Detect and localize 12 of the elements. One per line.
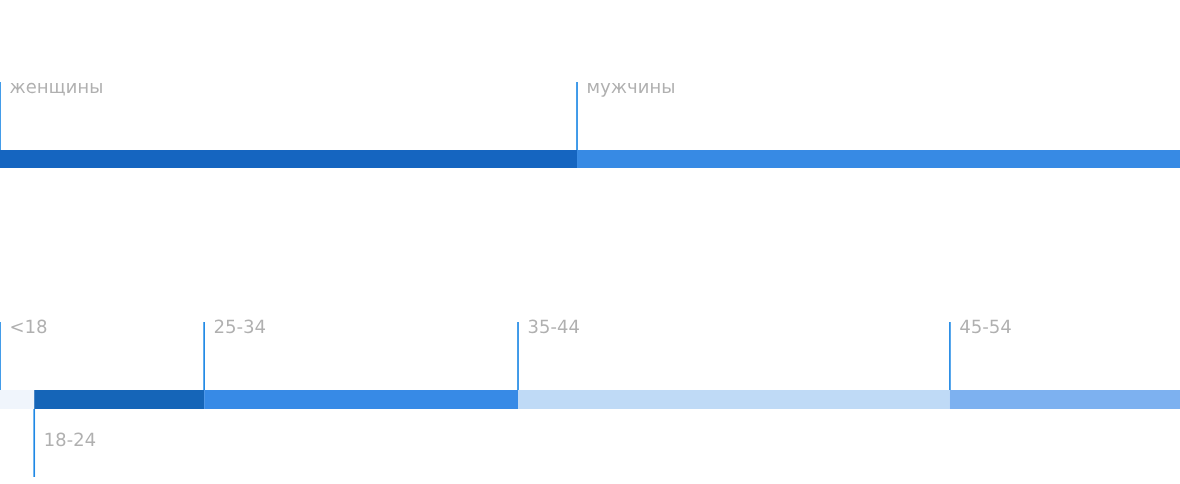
bar [0,390,35,409]
bar [518,390,950,409]
text: мужчины [588,82,674,97]
text: <18 [11,319,47,334]
bar [204,390,519,409]
bar [34,390,205,409]
bar [949,390,1180,409]
text: 45-54 [960,319,1011,334]
text: 25-34 [214,319,266,334]
series-label: 18-24 [45,432,96,447]
text: женщины [10,82,102,96]
text: 35-44 [528,319,579,334]
